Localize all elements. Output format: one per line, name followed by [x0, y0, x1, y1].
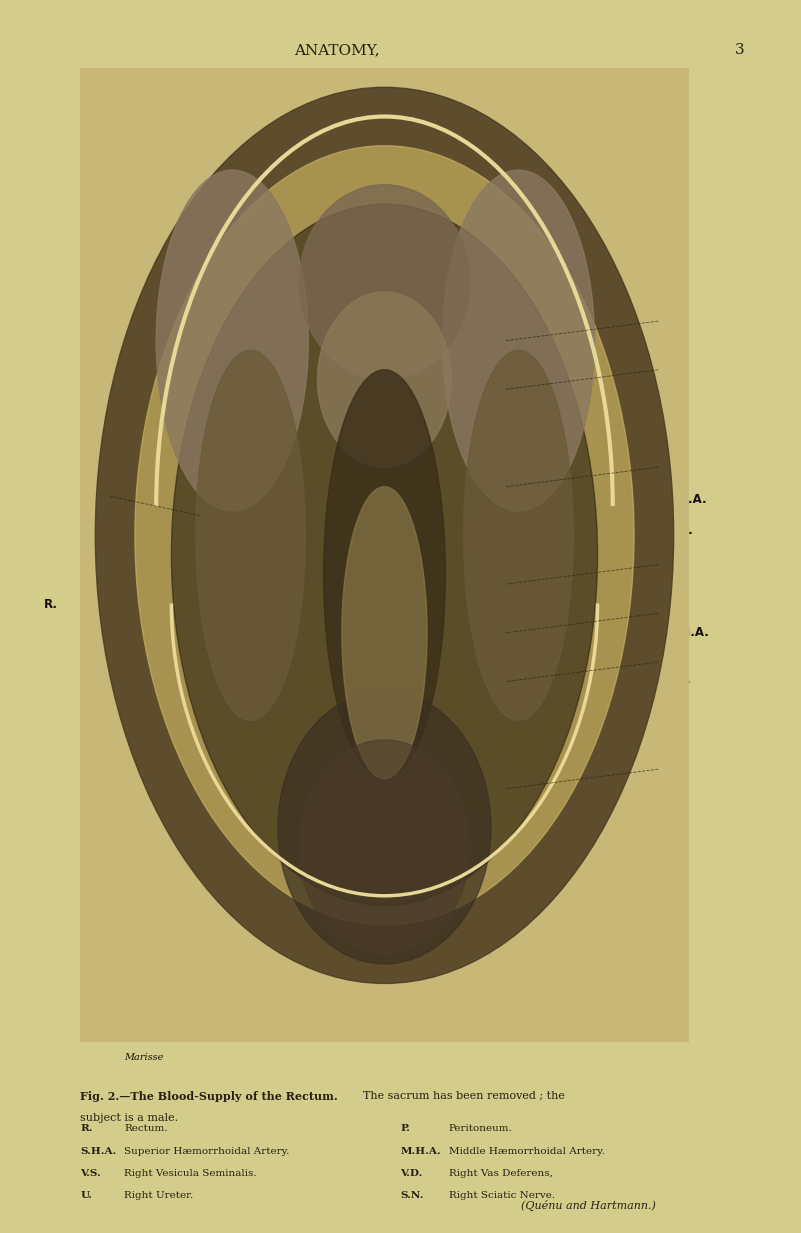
Text: Right Sciatic Nerve.: Right Sciatic Nerve. [449, 1191, 554, 1200]
Text: Peritoneum.: Peritoneum. [449, 1124, 513, 1133]
Ellipse shape [278, 692, 491, 964]
Text: V.S.: V.S. [80, 1169, 101, 1178]
Text: Right Vas Deferens,: Right Vas Deferens, [449, 1169, 553, 1178]
Text: S.H.A.: S.H.A. [665, 493, 706, 506]
Text: Right Vesicula Seminalis.: Right Vesicula Seminalis. [124, 1169, 257, 1178]
Text: R.: R. [80, 1124, 93, 1133]
Text: ANATOMY,: ANATOMY, [294, 43, 379, 57]
Text: The sacrum has been removed ; the: The sacrum has been removed ; the [356, 1091, 566, 1101]
Ellipse shape [317, 292, 452, 467]
Text: V.D.: V.D. [665, 673, 691, 686]
Text: S.N.: S.N. [665, 524, 693, 536]
Text: Middle Hæmorrhoidal Artery.: Middle Hæmorrhoidal Artery. [449, 1147, 605, 1155]
Text: 3: 3 [735, 43, 745, 57]
Text: (Quénu and Hartmann.): (Quénu and Hartmann.) [521, 1200, 655, 1211]
Ellipse shape [342, 487, 427, 779]
Text: Superior Hæmorrhoidal Artery.: Superior Hæmorrhoidal Artery. [124, 1147, 289, 1155]
Ellipse shape [156, 170, 308, 510]
Ellipse shape [324, 370, 445, 779]
Text: U.: U. [80, 1191, 92, 1200]
Text: M.H.A.: M.H.A. [400, 1147, 441, 1155]
Text: Marisse: Marisse [124, 1053, 163, 1063]
Text: V.S.: V.S. [665, 724, 690, 736]
Ellipse shape [300, 740, 469, 954]
Text: U.: U. [665, 650, 679, 662]
Ellipse shape [171, 205, 598, 905]
Text: S.N.: S.N. [400, 1191, 424, 1200]
Text: Rectum.: Rectum. [124, 1124, 167, 1133]
Ellipse shape [135, 145, 634, 925]
Ellipse shape [464, 350, 574, 720]
Text: M.H.A.: M.H.A. [665, 626, 710, 639]
Ellipse shape [442, 170, 594, 510]
Text: P.: P. [665, 573, 676, 586]
Text: P.: P. [400, 1124, 410, 1133]
Text: V.D.: V.D. [400, 1169, 423, 1178]
Text: Right Ureter.: Right Ureter. [124, 1191, 193, 1200]
Ellipse shape [95, 88, 674, 984]
Text: R.: R. [44, 598, 58, 610]
Text: Fig. 2.—The Blood-Supply of the Rectum.: Fig. 2.—The Blood-Supply of the Rectum. [80, 1091, 338, 1102]
Ellipse shape [195, 350, 305, 720]
Ellipse shape [300, 185, 469, 380]
Text: subject is a male.: subject is a male. [80, 1113, 179, 1123]
Text: S.H.A.: S.H.A. [80, 1147, 116, 1155]
